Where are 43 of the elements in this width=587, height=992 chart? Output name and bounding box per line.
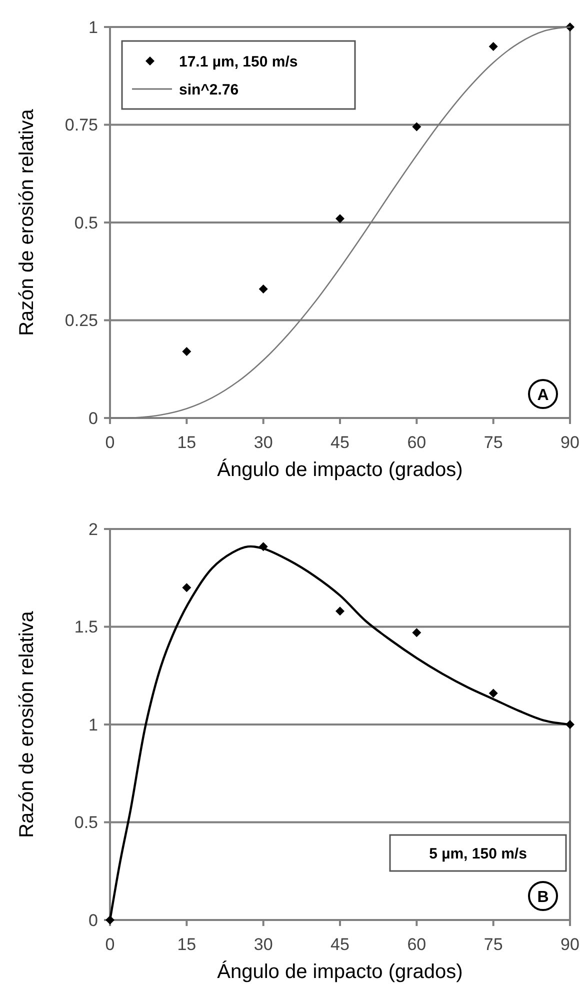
y-tick-label: 0.5 <box>74 813 98 832</box>
y-axis-title: Razón de erosión relativa <box>16 108 38 336</box>
x-tick-label: 75 <box>484 935 503 954</box>
y-tick-label: 1.5 <box>74 618 98 637</box>
x-tick-label: 45 <box>330 935 350 954</box>
x-axis-title: Ángulo de impacto (grados) <box>217 960 463 983</box>
point <box>412 628 422 638</box>
x-tick-label: 15 <box>177 935 196 954</box>
x-tick-label: 0 <box>105 433 115 452</box>
x-tick-label: 15 <box>177 433 196 452</box>
point <box>182 583 192 592</box>
x-tick-label: 45 <box>330 433 350 452</box>
legend-label: sin^2.76 <box>179 81 239 98</box>
y-tick-label: 0 <box>88 408 98 428</box>
x-tick-label: 60 <box>407 433 426 452</box>
y-tick-label: 2 <box>88 520 98 539</box>
x-tick-label: 0 <box>105 935 115 954</box>
point <box>336 606 344 616</box>
legend-label: 17.1 µm, 150 m/s <box>179 53 298 70</box>
x-tick-label: 30 <box>254 935 273 954</box>
x-axis-title: Ángulo de impacto (grados) <box>217 458 463 481</box>
point <box>412 122 422 132</box>
y-tick-label: 0.75 <box>64 116 98 135</box>
note-box: 5 µm, 150 m/s <box>389 834 567 872</box>
x-tick-label: 90 <box>560 433 580 452</box>
annotation: A <box>537 386 550 404</box>
point <box>258 284 268 294</box>
point <box>488 42 498 52</box>
point <box>182 347 192 356</box>
x-tick-label: 60 <box>407 935 426 954</box>
y-tick-label: 0.5 <box>74 213 98 232</box>
point <box>336 214 344 224</box>
annotation: 5 µm, 150 m/s <box>429 845 527 862</box>
x-tick-label: 30 <box>254 433 273 452</box>
y-tick-label: 1 <box>88 715 98 734</box>
x-tick-label: 90 <box>560 935 580 954</box>
y-tick-label: 1 <box>88 18 98 37</box>
x-tick-label: 75 <box>484 433 503 452</box>
y-tick-label: 0.25 <box>64 311 98 330</box>
annotation: B <box>537 888 549 906</box>
point <box>488 688 498 698</box>
y-axis-title: Razón de erosión relativa <box>16 610 38 838</box>
y-tick-label: 0 <box>88 910 98 930</box>
